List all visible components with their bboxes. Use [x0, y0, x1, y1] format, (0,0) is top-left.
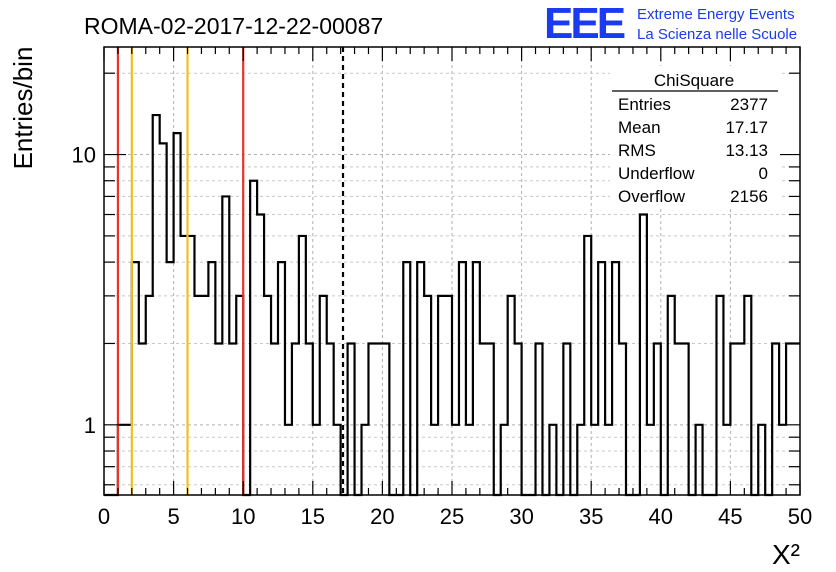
stats-value-overflow: 2156	[730, 187, 768, 206]
x-tick-label: 5	[167, 504, 179, 529]
stats-value-entries: 2377	[730, 95, 768, 114]
stats-box-background	[610, 66, 780, 208]
x-tick-label: 50	[788, 504, 812, 529]
stats-label-underflow: Underflow	[618, 164, 695, 183]
stats-box: ChiSquare Entries 2377 Mean 17.17 RMS 13…	[610, 66, 780, 208]
x-tick-label: 40	[649, 504, 673, 529]
logo-mark: EEE	[544, 0, 625, 48]
x-tick-label: 0	[98, 504, 110, 529]
stats-value-mean: 17.17	[725, 118, 768, 137]
x-tick-label: 30	[509, 504, 533, 529]
logo-line-2: La Scienza nelle Scuole	[637, 26, 797, 43]
histogram-outline	[104, 113, 800, 497]
stats-value-rms: 13.13	[725, 141, 768, 160]
y-tick-label: 10	[72, 143, 96, 168]
y-tick-label: 1	[84, 413, 96, 438]
x-tick-label: 20	[370, 504, 394, 529]
x-axis-label: X²	[772, 539, 800, 570]
x-tick-label: 25	[440, 504, 464, 529]
x-tick-label: 15	[301, 504, 325, 529]
stats-label-overflow: Overflow	[618, 187, 686, 206]
chart-title: ROMA-02-2017-12-22-00087	[84, 13, 383, 39]
eee-logo: EEE Extreme Energy Events La Scienza nel…	[544, 0, 797, 48]
stats-title: ChiSquare	[654, 71, 734, 90]
x-tick-label: 45	[718, 504, 742, 529]
x-tick-label: 10	[231, 504, 255, 529]
logo-line-1: Extreme Energy Events	[637, 6, 795, 23]
reference-lines	[116, 47, 345, 495]
stats-label-entries: Entries	[618, 95, 671, 114]
x-tick-label: 35	[579, 504, 603, 529]
stats-label-mean: Mean	[618, 118, 661, 137]
y-axis-label: Entries/bin	[8, 47, 38, 170]
stats-label-rms: RMS	[618, 141, 656, 160]
histogram	[104, 113, 800, 497]
stats-value-underflow: 0	[759, 164, 768, 183]
axis-ticks	[103, 47, 801, 495]
